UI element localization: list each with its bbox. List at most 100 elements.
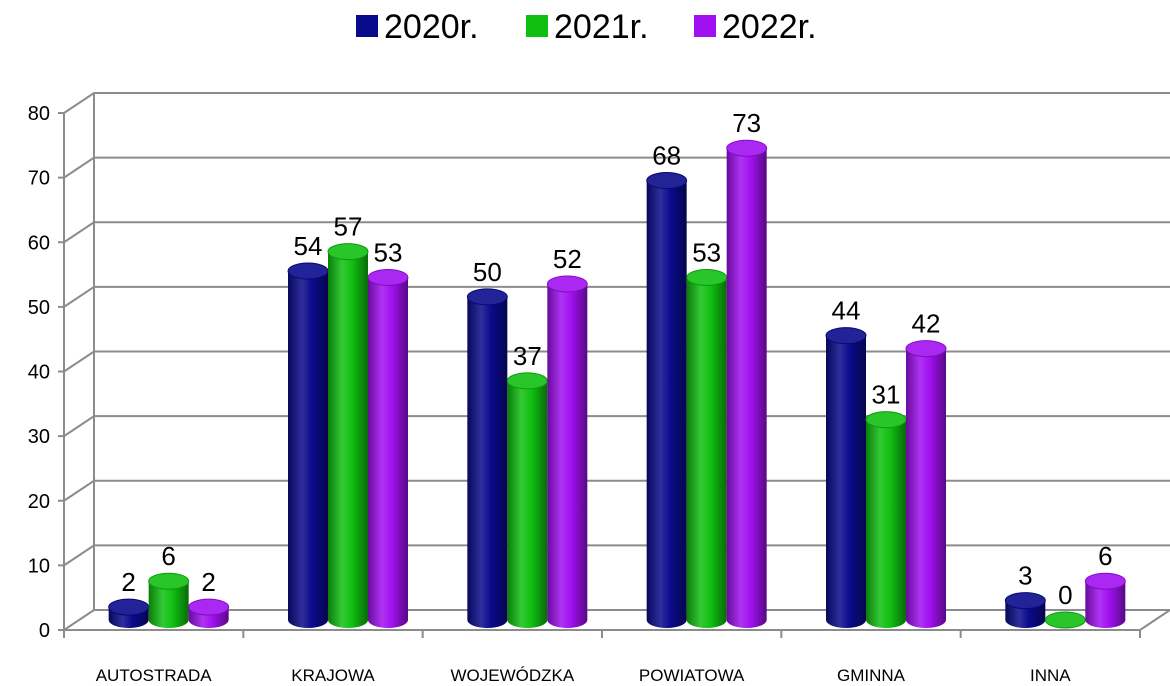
bar (726, 139, 768, 629)
bar (686, 268, 728, 628)
y-tick-label: 60 (28, 232, 50, 254)
bar-top (726, 139, 768, 157)
bar-top (108, 598, 150, 616)
data-label: 3 (1018, 561, 1032, 591)
data-label: 6 (161, 541, 175, 571)
bar (825, 327, 867, 628)
bar (546, 275, 588, 628)
legend-label: 2020r. (384, 8, 479, 46)
data-label: 2 (201, 567, 215, 597)
legend-swatch (694, 15, 716, 37)
bar-body (467, 296, 508, 628)
gridline (63, 221, 1170, 244)
bar (188, 598, 230, 628)
bar-body (148, 581, 189, 628)
floor-left-edge (63, 609, 95, 631)
bar (1044, 611, 1086, 629)
bar-top (686, 268, 728, 286)
gridline (63, 415, 1170, 437)
data-label: 2 (121, 567, 135, 597)
data-label: 53 (692, 237, 721, 267)
data-label: 6 (1098, 541, 1112, 571)
bar (108, 598, 150, 628)
y-axis: 0 10 20 30 40 50 60 70 80 (28, 103, 65, 642)
x-tick-label: KRAJOWA (291, 666, 375, 685)
bar-top (367, 268, 409, 286)
bar-body (646, 180, 687, 629)
data-label: 37 (513, 341, 542, 371)
bar-top (1084, 572, 1126, 590)
gridline (63, 92, 1170, 114)
bar-body (507, 380, 548, 628)
y-tick-label: 50 (28, 297, 50, 319)
bar (646, 172, 688, 629)
bar-top (466, 288, 508, 306)
bar-body (288, 271, 328, 628)
data-label: 68 (652, 141, 681, 171)
y-tick-label: 40 (28, 362, 50, 384)
gridline (63, 544, 1170, 567)
x-tick-label: INNA (1030, 666, 1071, 685)
bar-body (826, 335, 866, 628)
bar (287, 262, 329, 628)
gridline (63, 479, 1170, 502)
bar-top (327, 243, 369, 261)
x-tick-label: POWIATOWA (639, 666, 745, 685)
chart-walls (63, 93, 1170, 631)
y-tick-label: 0 (39, 620, 50, 642)
legend-label: 2022r. (722, 8, 817, 46)
bar-body (906, 348, 946, 628)
legend-item: 2022r. (694, 8, 817, 46)
bar-top (825, 327, 867, 345)
bar-body (328, 251, 368, 628)
y-tick-label: 30 (28, 426, 50, 448)
bar-top (506, 372, 548, 390)
data-label: 42 (912, 309, 941, 339)
data-label: 50 (473, 257, 502, 287)
bar-top (865, 411, 907, 429)
bar (466, 288, 508, 628)
gridline (63, 350, 1170, 373)
y-tick-label: 70 (28, 168, 50, 190)
bar-body (368, 277, 408, 628)
bar-top (287, 262, 329, 280)
legend-label: 2021r. (554, 8, 649, 46)
data-label: 53 (374, 237, 403, 267)
bar-top (148, 572, 190, 590)
data-label: 54 (294, 231, 323, 261)
y-tick-label: 10 (28, 555, 50, 577)
legend: 2020r. 2021r. 2022r. (356, 8, 817, 46)
y-tick-label: 20 (28, 491, 50, 513)
bar (1084, 572, 1126, 628)
data-label: 57 (334, 212, 363, 242)
bar-body (547, 283, 588, 628)
data-label: 0 (1058, 580, 1072, 610)
bar (327, 243, 369, 628)
bar-body (1085, 581, 1126, 628)
data-label: 31 (872, 380, 901, 410)
bar-top (1004, 592, 1046, 610)
bar (148, 572, 190, 628)
bar-top (905, 340, 947, 358)
bar-top (546, 275, 588, 293)
legend-item: 2021r. (526, 8, 649, 46)
bar-top (646, 172, 688, 190)
legend-swatch (356, 15, 378, 37)
legend-item: 2020r. (356, 8, 479, 46)
gridlines (63, 92, 1170, 567)
bar-body (726, 148, 767, 629)
bar-body (686, 277, 727, 628)
floor-right-edge (1139, 609, 1170, 631)
bar-top (1044, 611, 1086, 629)
gridline (63, 285, 1170, 308)
data-label: 44 (832, 296, 861, 326)
gridline (63, 156, 1170, 179)
y-tick-label: 80 (28, 103, 50, 125)
bar (1004, 592, 1046, 628)
x-axis: AUTOSTRADA KRAJOWA WOJEWÓDZKA POWIATOWA GMIN… (63, 629, 1141, 685)
x-tick-label: WOJEWÓDZKA (450, 666, 574, 685)
bar (506, 372, 548, 628)
data-label: 73 (732, 108, 761, 138)
